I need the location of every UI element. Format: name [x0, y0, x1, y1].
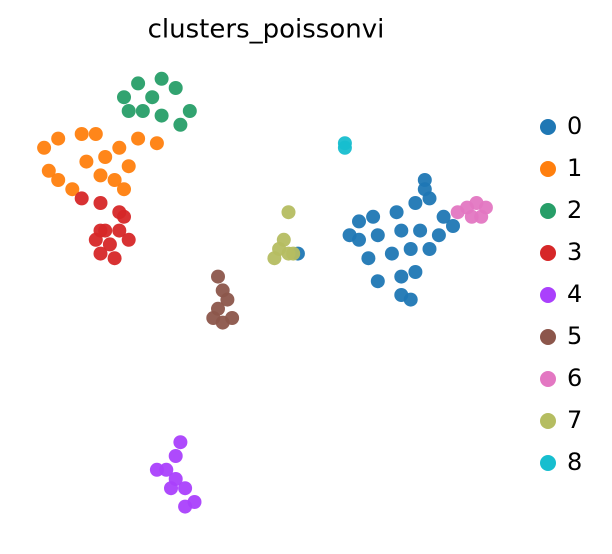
- point: [413, 223, 428, 238]
- point: [417, 182, 432, 197]
- point: [370, 228, 385, 243]
- point: [145, 90, 160, 105]
- point: [403, 292, 418, 307]
- legend-label: 4: [567, 280, 582, 308]
- point: [37, 140, 52, 155]
- point: [131, 76, 146, 91]
- legend-label: 0: [567, 112, 582, 140]
- legend-label: 1: [567, 154, 582, 182]
- point: [102, 237, 117, 252]
- point: [342, 228, 357, 243]
- point: [474, 209, 489, 224]
- point: [98, 150, 113, 164]
- point: [168, 81, 183, 95]
- point: [107, 173, 122, 187]
- point: [408, 265, 423, 279]
- point: [117, 90, 131, 105]
- point: [267, 251, 282, 266]
- point: [79, 154, 94, 169]
- legend-marker: [540, 161, 556, 177]
- point: [446, 219, 460, 233]
- point: [88, 127, 103, 141]
- point: [93, 168, 108, 183]
- point: [93, 196, 108, 210]
- point: [389, 205, 404, 220]
- legend-label: 6: [567, 364, 582, 392]
- point: [117, 209, 131, 224]
- point: [408, 196, 423, 210]
- point: [436, 209, 451, 224]
- point: [74, 127, 89, 141]
- legend-label: 5: [567, 322, 582, 350]
- legend-marker: [540, 203, 556, 219]
- point: [168, 449, 183, 463]
- point: [286, 246, 301, 261]
- point: [394, 223, 409, 238]
- point: [370, 274, 385, 289]
- point: [173, 117, 188, 132]
- legend-marker: [540, 329, 556, 345]
- point: [121, 159, 136, 174]
- point: [403, 242, 418, 256]
- legend-marker: [540, 245, 556, 261]
- point: [149, 462, 164, 477]
- legend-marker: [540, 119, 556, 135]
- point: [112, 223, 127, 238]
- point: [93, 246, 108, 261]
- point: [281, 205, 296, 220]
- legend-marker: [540, 413, 556, 429]
- point: [65, 182, 80, 197]
- point: [182, 104, 197, 118]
- point: [41, 163, 56, 178]
- point: [131, 131, 146, 146]
- point: [154, 108, 169, 123]
- point: [220, 292, 235, 307]
- point: [422, 242, 437, 256]
- legend-label: 7: [567, 406, 582, 434]
- point: [154, 71, 169, 86]
- legend-label: 3: [567, 238, 582, 266]
- point: [384, 246, 399, 261]
- point: [51, 131, 66, 146]
- legend-marker: [540, 371, 556, 387]
- point: [121, 104, 136, 118]
- legend-marker: [540, 455, 556, 471]
- point: [211, 269, 225, 284]
- point: [178, 481, 193, 496]
- point: [337, 140, 352, 155]
- point: [394, 269, 409, 284]
- legend-label: 8: [567, 448, 582, 476]
- point: [74, 191, 89, 206]
- point: [51, 173, 66, 187]
- point: [431, 228, 446, 243]
- point: [149, 136, 164, 151]
- point: [135, 104, 150, 118]
- point: [164, 481, 178, 496]
- point: [117, 182, 131, 197]
- point: [225, 311, 240, 325]
- point: [98, 223, 113, 238]
- legend-marker: [540, 287, 556, 303]
- point: [178, 499, 193, 514]
- point: [107, 251, 122, 266]
- point: [352, 214, 366, 229]
- point: [361, 251, 376, 266]
- point: [173, 435, 188, 450]
- point: [366, 209, 381, 224]
- point: [88, 232, 103, 247]
- point: [121, 232, 136, 247]
- legend-label: 2: [567, 196, 582, 224]
- point: [112, 140, 127, 155]
- chart-title: clusters_poissonvi: [148, 15, 385, 45]
